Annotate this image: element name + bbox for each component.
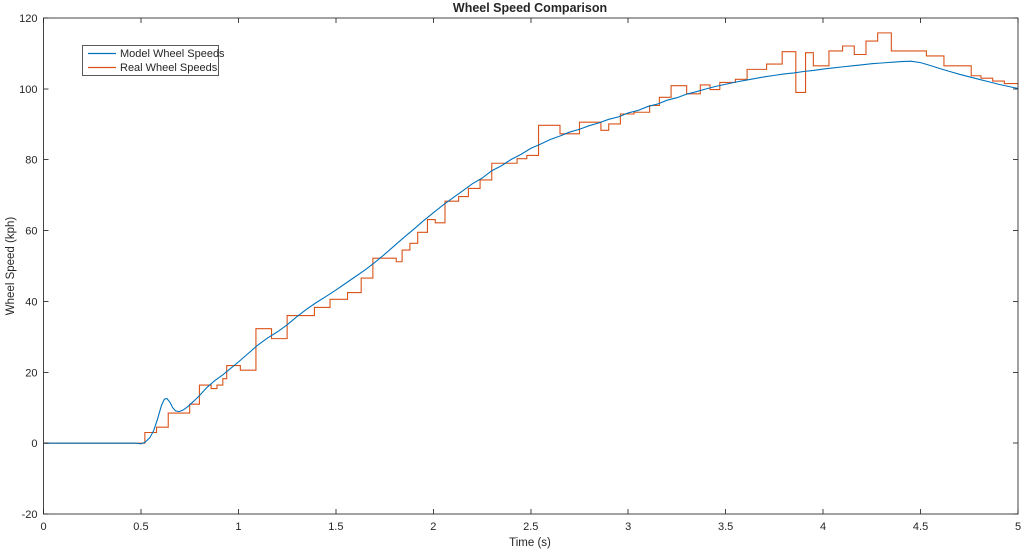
tick-label: 3.5 (718, 521, 733, 533)
tick-label: 0.5 (133, 521, 148, 533)
model-wheel-speeds-line (43, 60, 1018, 445)
tick-label: 5 (1015, 521, 1021, 533)
tick-label: 2.5 (523, 521, 538, 533)
tick-label: 0 (40, 521, 46, 533)
tick-label: -20 (22, 509, 38, 521)
tick-label: 20 (25, 367, 37, 379)
real-wheel-speeds-line (43, 32, 1018, 444)
tick-label: 1.5 (328, 521, 343, 533)
tick-label: 3 (625, 521, 631, 533)
tick-label: 60 (25, 226, 37, 238)
tick-label: 2 (430, 521, 436, 533)
legend: Model Wheel Speeds Real Wheel Speeds (82, 45, 225, 76)
x-axis-label: Time (s) (509, 537, 551, 549)
tick-label: 4 (820, 521, 826, 533)
series-lines (43, 32, 1018, 445)
plot-area (43, 18, 1018, 514)
axes-frame (43, 17, 1019, 515)
legend-label-model: Model Wheel Speeds (120, 48, 225, 60)
legend-label-real: Real Wheel Speeds (120, 62, 218, 74)
tick-label: 40 (25, 296, 37, 308)
tick-label: 80 (25, 155, 37, 167)
y-axis-label: Wheel Speed (kph) (5, 217, 17, 316)
legend-box (82, 45, 219, 76)
tick-label: 1 (235, 521, 241, 533)
chart-title: Wheel Speed Comparison (453, 1, 607, 15)
tick-label: 4.5 (913, 521, 928, 533)
tick-label: 100 (19, 84, 37, 96)
tick-label: 120 (19, 13, 37, 25)
tick-label: 0 (31, 438, 37, 450)
